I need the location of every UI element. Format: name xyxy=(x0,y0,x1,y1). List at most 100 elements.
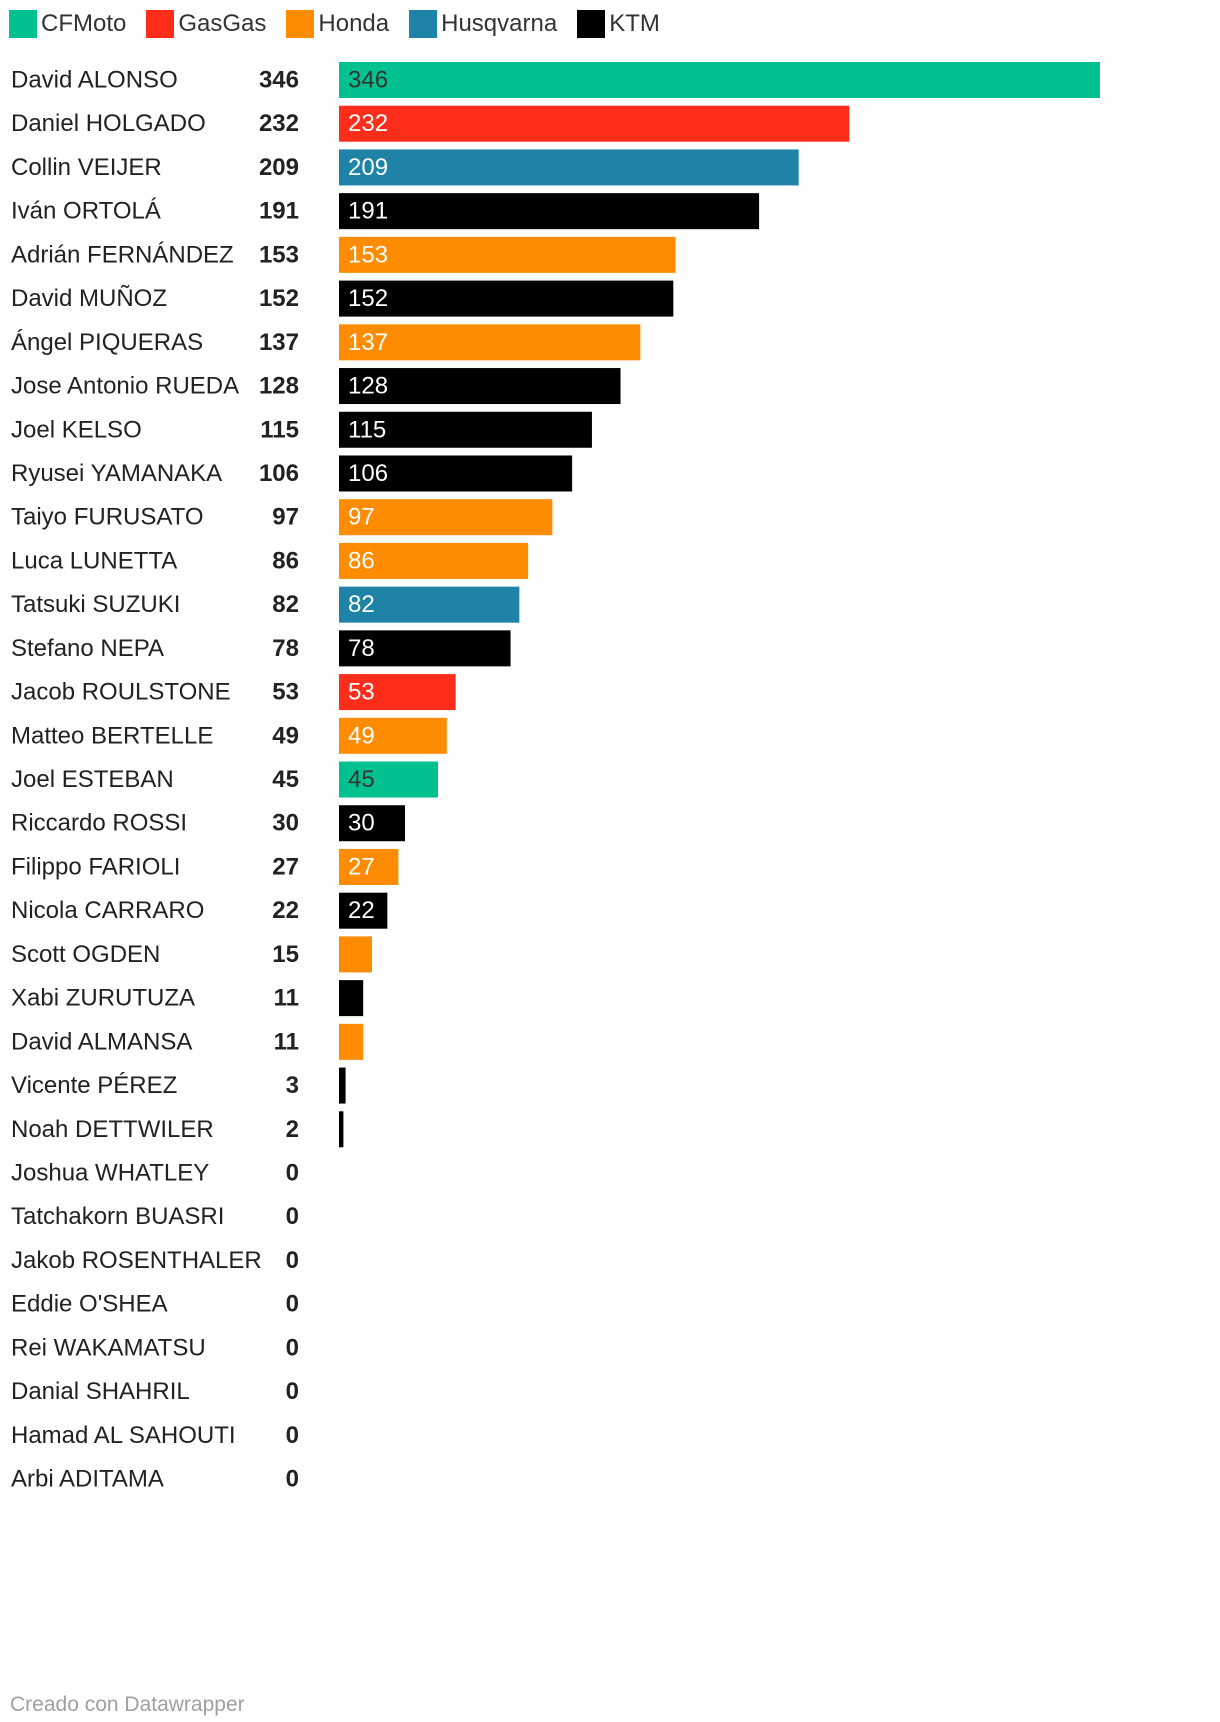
bar-row: Daniel HOLGADO 232 232 xyxy=(11,105,850,142)
rider-name: Luca LUNETTA xyxy=(11,547,177,574)
bar-row: David MUÑOZ 152 152 xyxy=(11,280,674,317)
bar-label: 115 xyxy=(348,416,386,443)
rider-name: Noah DETTWILER xyxy=(11,1116,214,1143)
bar-row: Matteo BERTELLE 49 49 xyxy=(11,717,447,754)
points-value: 45 xyxy=(272,766,299,793)
rider-name: Adrián FERNÁNDEZ xyxy=(11,241,234,268)
bar-label: 22 xyxy=(348,897,375,924)
rider-name: Eddie O'SHEA xyxy=(11,1291,168,1318)
points-value: 0 xyxy=(286,1378,299,1405)
bar xyxy=(339,586,520,623)
bar-row: Iván ORTOLÁ 191 191 xyxy=(11,193,760,230)
rider-name: Jakob ROSENTHALER xyxy=(11,1247,262,1274)
bar-label: 30 xyxy=(348,810,375,837)
bar xyxy=(339,455,573,492)
bar-label: 78 xyxy=(348,635,375,662)
points-value: 15 xyxy=(272,941,299,968)
points-value: 3 xyxy=(286,1072,299,1099)
legend-swatch xyxy=(577,10,606,38)
rider-name: Iván ORTOLÁ xyxy=(11,198,161,225)
legend-item-husqvarna: Husqvarna xyxy=(409,9,557,39)
rider-name: Tatchakorn BUASRI xyxy=(11,1203,224,1230)
points-value: 49 xyxy=(272,722,299,749)
bar xyxy=(339,892,388,929)
rider-name: Tatsuki SUZUKI xyxy=(11,591,180,618)
legend-label: GasGas xyxy=(178,10,267,37)
bar xyxy=(339,193,760,230)
legend-swatch xyxy=(9,10,37,38)
bar xyxy=(339,411,592,448)
bar-label: 97 xyxy=(348,504,375,531)
rider-name: Ryusei YAMANAKA xyxy=(11,460,222,487)
rider-name: Rei WAKAMATSU xyxy=(11,1334,206,1361)
points-value: 209 xyxy=(259,154,299,181)
rider-name: Ángel PIQUERAS xyxy=(11,329,203,356)
points-value: 53 xyxy=(272,679,299,706)
bar xyxy=(339,324,641,361)
rider-name: Filippo FARIOLI xyxy=(11,853,180,880)
bar xyxy=(339,1023,364,1060)
points-value: 0 xyxy=(286,1203,299,1230)
bar-row: Stefano NEPA 78 78 xyxy=(11,630,511,667)
legend-label: Honda xyxy=(318,10,390,37)
points-value: 82 xyxy=(272,591,299,618)
points-value: 97 xyxy=(272,504,299,531)
chart-legend: CFMoto GasGas Honda Husqvarna KTM xyxy=(9,9,680,39)
bar xyxy=(339,105,850,142)
points-value: 152 xyxy=(259,285,299,312)
bar-label: 346 xyxy=(348,67,388,94)
points-value: 22 xyxy=(272,897,299,924)
points-value: 191 xyxy=(259,198,299,225)
bar xyxy=(339,62,1100,98)
points-value: 0 xyxy=(286,1247,299,1274)
points-value: 0 xyxy=(286,1422,299,1449)
bar-label: 45 xyxy=(348,766,375,793)
rider-name: Taiyo FURUSATO xyxy=(11,504,203,531)
bar-label: 191 xyxy=(348,198,388,225)
bar-row: Joel ESTEBAN 45 45 xyxy=(11,761,438,798)
rider-name: Collin VEIJER xyxy=(11,154,162,181)
points-value: 0 xyxy=(286,1291,299,1318)
rider-name: Joel KELSO xyxy=(11,416,142,443)
rider-name: Danial SHAHRIL xyxy=(11,1378,190,1405)
bar xyxy=(339,761,438,798)
bar xyxy=(339,805,405,842)
points-value: 0 xyxy=(286,1466,299,1493)
bar-row: Ángel PIQUERAS 137 137 xyxy=(11,324,641,361)
rider-name: David ALMANSA xyxy=(11,1028,192,1055)
bar-row: Nicola CARRARO 22 22 xyxy=(11,892,388,929)
points-value: 346 xyxy=(259,67,299,94)
rider-name: Arbi ADITAMA xyxy=(11,1466,164,1493)
points-value: 0 xyxy=(286,1334,299,1361)
rider-name: Joshua WHATLEY xyxy=(11,1160,209,1187)
bar-row: Xabi ZURUTUZA 11 xyxy=(11,980,364,1017)
points-value: 106 xyxy=(259,460,299,487)
bar-row: Riccardo ROSSI 30 30 xyxy=(11,805,405,842)
bar-row: Arbi ADITAMA 0 xyxy=(11,1466,299,1493)
bar-row: Tatsuki SUZUKI 82 82 xyxy=(11,586,520,623)
bar xyxy=(339,368,621,405)
bar-row: Joshua WHATLEY 0 xyxy=(11,1160,299,1187)
bar-row: Collin VEIJER 209 209 xyxy=(11,149,799,186)
bar xyxy=(339,1067,346,1104)
bar xyxy=(339,848,399,885)
bar xyxy=(339,674,456,711)
legend-swatch xyxy=(146,10,175,38)
bar-label: 82 xyxy=(348,591,375,618)
legend-swatch xyxy=(409,10,438,38)
bar-row: Noah DETTWILER 2 xyxy=(11,1111,344,1148)
bar-row: Jakob ROSENTHALER 0 xyxy=(11,1247,299,1274)
rider-name: Vicente PÉREZ xyxy=(11,1072,177,1099)
bar-label: 209 xyxy=(348,154,388,181)
rider-name: Scott OGDEN xyxy=(11,941,160,968)
points-value: 11 xyxy=(274,1028,299,1055)
bar-label: 128 xyxy=(348,373,388,400)
rider-name: Daniel HOLGADO xyxy=(11,110,206,137)
bar xyxy=(339,236,676,273)
bar-row: Filippo FARIOLI 27 27 xyxy=(11,848,399,885)
bar-row: Adrián FERNÁNDEZ 153 153 xyxy=(11,236,676,273)
bar xyxy=(339,542,529,579)
bar xyxy=(339,980,364,1017)
bar-label: 106 xyxy=(348,460,388,487)
